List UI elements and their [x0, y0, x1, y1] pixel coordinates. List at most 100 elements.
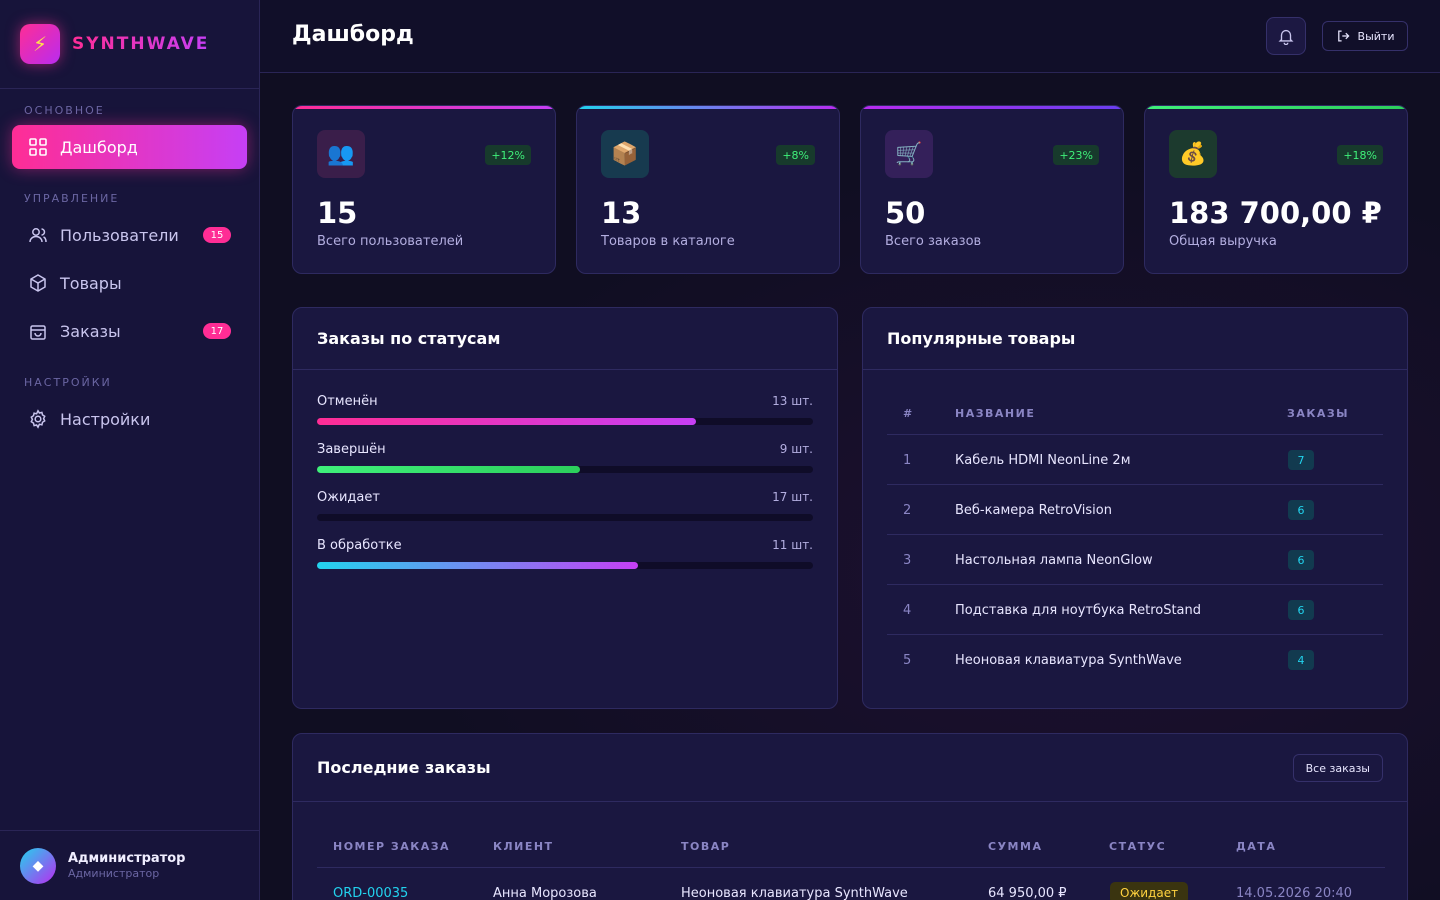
column-header-amount: СУММА — [988, 840, 1043, 853]
row-divider — [317, 867, 1385, 868]
status-bar-track — [317, 466, 813, 473]
status-bar-fill — [317, 418, 696, 425]
sidebar-item-settings[interactable]: Настройки — [12, 397, 247, 441]
panel-header: Популярные товары — [863, 308, 1407, 370]
sidebar: ⚡ SYNTHWAVE ОСНОВНОЕ Дашборд УПРАВЛЕНИЕ … — [0, 0, 260, 900]
status-count: 13 шт. — [772, 394, 813, 408]
column-header-date: ДАТА — [1236, 840, 1277, 853]
product-name-cell: Настольная лампа NeonGlow — [955, 553, 1153, 568]
user-role: Администратор — [68, 867, 160, 880]
orders-count-badge: 7 — [1288, 450, 1314, 470]
column-header-name: НАЗВАНИЕ — [955, 407, 1036, 420]
sidebar-item-label: Пользователи — [60, 225, 179, 245]
status-bar-fill — [317, 562, 638, 569]
column-header-product: ТОВАР — [681, 840, 731, 853]
avatar: ◆ — [20, 847, 56, 884]
row-divider — [887, 634, 1383, 635]
sidebar-divider — [0, 88, 259, 89]
stat-value: 183 700,00 ₽ — [1169, 196, 1382, 230]
sidebar-item-label: Настройки — [60, 409, 151, 429]
product-name-cell: Подставка для ноутбука RetroStand — [955, 603, 1202, 618]
header: Дашборд Выйти — [260, 0, 1440, 73]
rank-cell: 3 — [903, 553, 912, 568]
brand[interactable]: ⚡ SYNTHWAVE — [20, 24, 209, 64]
stat-value: 13 — [601, 196, 642, 230]
status-badge: Ожидает — [1110, 882, 1189, 900]
column-header-client: КЛИЕНТ — [493, 840, 554, 853]
brand-name: SYNTHWAVE — [72, 34, 210, 54]
orders-by-status-panel: Заказы по статусам Отменён 13 шт. Заверш… — [292, 307, 838, 709]
product-name-cell: Неоновая клавиатура SynthWave — [955, 653, 1182, 668]
stat-card-users: 👥 +12% 15 Всего пользователей — [292, 105, 556, 274]
panel-title: Популярные товары — [887, 329, 1076, 348]
orders-count-badge: 6 — [1288, 600, 1314, 620]
sidebar-item-orders[interactable]: Заказы 17 — [12, 309, 247, 353]
panel-title: Заказы по статусам — [317, 329, 501, 348]
client-cell: Анна Морозова — [493, 886, 597, 900]
package-emoji-icon: 📦 — [601, 130, 649, 178]
stat-change: +12% — [485, 145, 531, 165]
panel-header: Заказы по статусам — [293, 308, 837, 370]
row-divider — [887, 534, 1383, 535]
logout-icon — [1337, 30, 1350, 42]
main-content: 👥 +12% 15 Всего пользователей 📦 +8% 13 Т… — [260, 73, 1440, 900]
stat-card-products: 📦 +8% 13 Товаров в каталоге — [576, 105, 840, 274]
money-bag-emoji-icon: 💰 — [1169, 130, 1217, 178]
logout-label: Выйти — [1357, 29, 1395, 43]
orders-count-badge: 4 — [1288, 650, 1314, 670]
rank-cell: 4 — [903, 603, 912, 618]
rank-cell: 2 — [903, 503, 912, 518]
stat-value: 50 — [885, 196, 926, 230]
status-count: 11 шт. — [772, 538, 813, 552]
all-orders-button[interactable]: Все заказы — [1292, 754, 1383, 782]
stat-label: Всего пользователей — [317, 234, 464, 249]
product-cell: Неоновая клавиатура SynthWave — [681, 886, 908, 900]
lightning-bolt-icon: ⚡ — [20, 24, 60, 64]
column-header-order-number: НОМЕР ЗАКАЗА — [333, 840, 451, 853]
popular-products-panel: Популярные товары # НАЗВАНИЕ ЗАКАЗЫ 1 Ка… — [862, 307, 1408, 709]
date-cell: 14.05.2026 20:40 — [1236, 886, 1353, 900]
column-header-orders: ЗАКАЗЫ — [1287, 407, 1350, 420]
user-info: Администратор Администратор — [68, 851, 185, 880]
sidebar-item-dashboard[interactable]: Дашборд — [12, 125, 247, 169]
nav-section-main: ОСНОВНОЕ — [24, 104, 105, 117]
order-number-link[interactable]: ORD-00035 — [333, 886, 409, 900]
bell-icon — [1278, 29, 1294, 45]
notifications-button[interactable] — [1266, 17, 1306, 55]
stat-card-orders: 🛒 +23% 50 Всего заказов — [860, 105, 1124, 274]
nav-section-settings: НАСТРОЙКИ — [24, 376, 112, 389]
sidebar-item-products[interactable]: Товары — [12, 261, 247, 305]
column-header-rank: # — [903, 407, 914, 420]
stat-label: Всего заказов — [885, 234, 982, 249]
stat-label: Общая выручка — [1169, 234, 1277, 249]
cart-emoji-icon: 🛒 — [885, 130, 933, 178]
row-divider — [887, 584, 1383, 585]
row-divider — [887, 434, 1383, 435]
rank-cell: 5 — [903, 653, 912, 668]
stat-value: 15 — [317, 196, 358, 230]
stat-change: +18% — [1337, 145, 1383, 165]
status-name: Ожидает — [317, 490, 380, 505]
status-name: Завершён — [317, 442, 386, 457]
status-bar-track — [317, 418, 813, 425]
status-row: В обработке 11 шт. — [317, 538, 813, 578]
page-title: Дашборд — [292, 22, 414, 47]
user-profile[interactable]: ◆ Администратор Администратор — [0, 830, 259, 900]
status-bar-fill — [317, 466, 580, 473]
logout-button[interactable]: Выйти — [1322, 21, 1408, 51]
status-bar-track — [317, 514, 813, 521]
card-accent-bar — [577, 106, 839, 109]
stat-change: +8% — [776, 145, 815, 165]
sidebar-item-label: Заказы — [60, 321, 121, 341]
card-accent-bar — [293, 106, 555, 109]
sidebar-item-label: Товары — [60, 273, 122, 293]
row-divider — [887, 484, 1383, 485]
stat-card-revenue: 💰 +18% 183 700,00 ₽ Общая выручка — [1144, 105, 1408, 274]
sidebar-item-users[interactable]: Пользователи 15 — [12, 213, 247, 257]
card-accent-bar — [861, 106, 1123, 109]
users-count-badge: 15 — [203, 227, 231, 243]
column-header-status: СТАТУС — [1109, 840, 1167, 853]
status-row: Ожидает 17 шт. — [317, 490, 813, 530]
status-name: Отменён — [317, 394, 378, 409]
